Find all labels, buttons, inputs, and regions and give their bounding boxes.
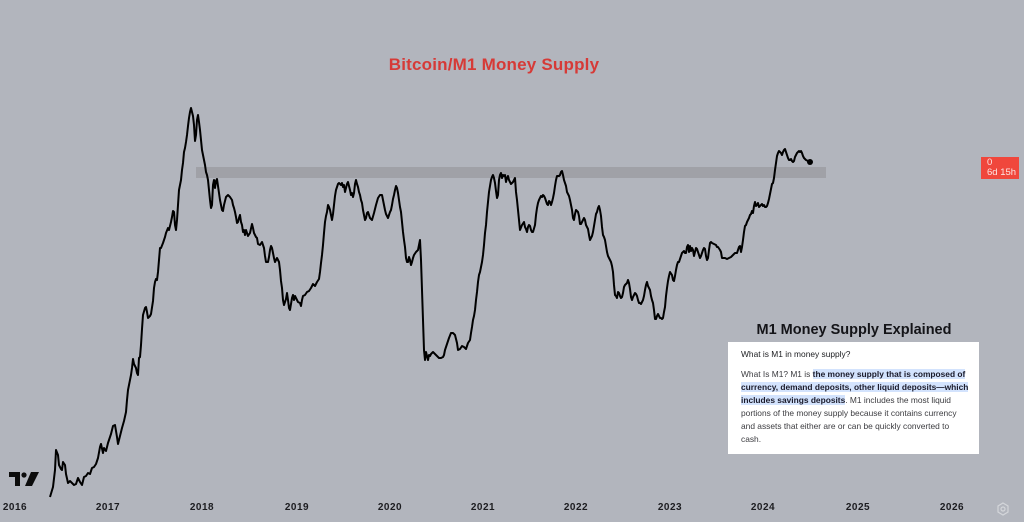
- explainer-answer: What Is M1? M1 is the money supply that …: [741, 368, 969, 446]
- x-tick-2021: 2021: [470, 502, 496, 513]
- resistance-band: [196, 167, 826, 178]
- x-tick-2017: 2017: [95, 502, 121, 513]
- answer-prefix: What Is M1? M1 is: [741, 369, 813, 379]
- x-tick-2020: 2020: [377, 502, 403, 513]
- explainer-heading: M1 Money Supply Explained: [756, 322, 952, 338]
- price-tag-countdown: 6d 15h: [987, 167, 1017, 178]
- explainer-box: What is M1 in money supply? What Is M1? …: [728, 342, 979, 454]
- answer-suffix: . M1 includes the most liquid portions o…: [741, 395, 957, 444]
- price-line: [49, 107, 811, 498]
- x-tick-2025: 2025: [845, 502, 871, 513]
- price-tag-value: 0: [987, 157, 993, 168]
- x-tick-2019: 2019: [284, 502, 310, 513]
- x-tick-2018: 2018: [189, 502, 215, 513]
- x-tick-2022: 2022: [563, 502, 589, 513]
- x-tick-2026: 2026: [939, 502, 965, 513]
- x-axis[interactable]: 2016 2017 2018 2019 2020 2021 2022 2023 …: [0, 502, 1024, 520]
- chart-title: Bitcoin/M1 Money Supply: [388, 55, 600, 74]
- tradingview-logo-icon[interactable]: [9, 472, 39, 486]
- last-price-dot[interactable]: [807, 159, 813, 165]
- x-tick-2024: 2024: [750, 502, 776, 513]
- settings-gear-icon[interactable]: [996, 502, 1010, 516]
- x-tick-2023: 2023: [657, 502, 683, 513]
- x-tick-2016: 2016: [2, 502, 28, 513]
- explainer-question: What is M1 in money supply?: [741, 349, 851, 359]
- price-tag[interactable]: 0 6d 15h: [981, 157, 1019, 179]
